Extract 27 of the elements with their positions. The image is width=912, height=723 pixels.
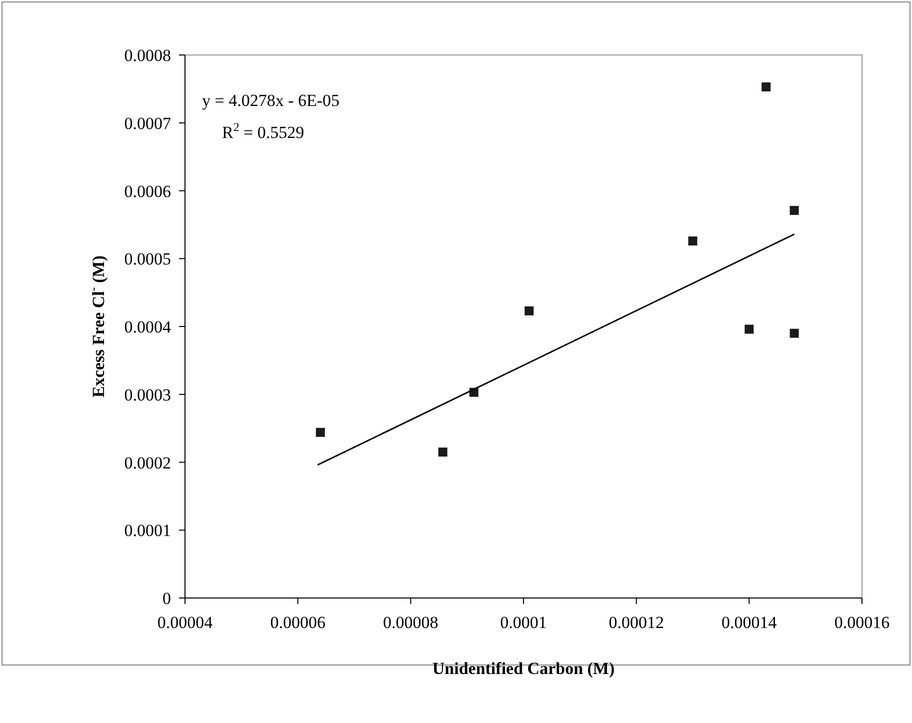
x-tick-label: 0.00006 [270,613,326,632]
y-tick-label: 0.0002 [124,453,171,472]
y-tick-label: 0.0007 [124,114,172,133]
point [744,324,754,334]
x-axis-title: Unidentified Carbon (M) [432,659,615,678]
annotation: y = 4.0278x - 6E-05 [202,91,340,110]
point [316,428,325,437]
y-tick-label: 0 [162,589,171,608]
y-tick-label: 0.0006 [124,182,171,201]
point [762,82,771,92]
annotation: R$^{2}$ = 0.5529 [222,120,304,142]
point [438,448,448,457]
y-tick-label: 0.0001 [124,521,171,540]
y-tick-label: 0.0008 [124,46,171,65]
x-tick-label: 0.0001 [500,613,547,632]
x-tick-label: 0.00016 [834,613,890,632]
y-tick-label: 0.0005 [124,250,171,269]
point [790,328,799,338]
y-tick-label: 0.0003 [124,385,171,404]
point [524,306,534,316]
point [688,236,698,246]
x-tick-label: 0.00014 [722,613,778,632]
x-tick-label: 0.00012 [608,613,664,632]
y-tick-label: 0.0004 [124,318,172,336]
x-tick-label: 0.00004 [157,613,214,632]
point [790,206,799,215]
x-tick-label: 0.00008 [383,613,438,632]
